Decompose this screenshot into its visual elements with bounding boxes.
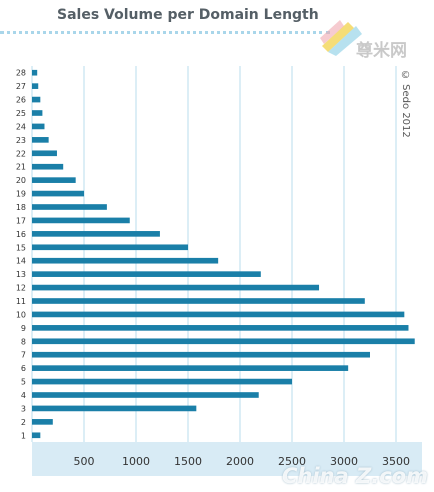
bar	[32, 69, 38, 76]
bar	[32, 365, 349, 371]
bar	[32, 137, 49, 143]
bar	[32, 163, 64, 170]
bar	[32, 83, 39, 89]
chinaz-watermark: China Z.com	[282, 464, 428, 488]
y-tick-label: 24	[16, 122, 26, 131]
y-tick-label: 17	[16, 216, 26, 225]
bar	[32, 419, 53, 425]
x-tick-label: 500	[74, 455, 95, 468]
bar	[32, 405, 197, 412]
y-tick-label: 5	[21, 378, 26, 387]
bar	[32, 177, 76, 183]
bar	[32, 378, 292, 385]
y-tick-label: 12	[16, 284, 26, 293]
bar	[32, 392, 259, 398]
y-tick-label: 28	[16, 69, 26, 78]
bar	[32, 204, 107, 210]
bar	[32, 325, 409, 331]
y-tick-label: 23	[16, 136, 26, 145]
bar	[32, 150, 57, 157]
bar	[32, 231, 160, 237]
bar	[32, 284, 320, 291]
y-tick-label: 10	[16, 310, 26, 319]
bar	[32, 311, 405, 318]
y-tick-label: 4	[21, 391, 26, 400]
chart-title: Sales Volume per Domain Length	[57, 7, 319, 23]
bar	[32, 244, 188, 251]
bar	[32, 123, 45, 130]
y-tick-label: 1	[21, 431, 26, 440]
zunmi-logo-text: 尊米网	[356, 41, 407, 61]
x-tick-label: 1500	[174, 455, 202, 468]
y-tick-label: 15	[16, 243, 26, 252]
zunmi-logo-icon	[320, 20, 362, 56]
bar	[32, 298, 365, 304]
y-tick-label: 9	[21, 324, 26, 333]
y-tick-label: 27	[16, 82, 26, 91]
y-tick-label: 8	[21, 337, 26, 346]
y-tick-label: 25	[16, 109, 26, 118]
y-tick-label: 18	[16, 203, 26, 212]
y-tick-label: 16	[16, 230, 26, 239]
bar	[32, 110, 43, 116]
y-tick-label: 14	[16, 257, 26, 266]
bar	[32, 190, 84, 197]
y-tick-label: 13	[16, 270, 26, 279]
y-tick-label: 22	[16, 149, 26, 158]
y-tick-label: 3	[21, 404, 26, 413]
x-tick-label: 3500	[382, 455, 410, 468]
bar	[32, 271, 261, 277]
copyright-text: © Sedo 2012	[400, 70, 411, 138]
bar	[32, 432, 41, 439]
y-tick-label: 20	[16, 176, 26, 185]
bar	[32, 257, 219, 264]
y-tick-label: 19	[16, 190, 26, 199]
title-divider	[0, 31, 330, 34]
y-tick-label: 7	[21, 351, 26, 360]
x-tick-label: 2500	[278, 455, 306, 468]
x-tick-label: 2000	[226, 455, 254, 468]
bar	[32, 351, 370, 358]
bar	[32, 338, 415, 345]
bar	[32, 217, 130, 224]
y-tick-label: 21	[16, 163, 26, 172]
x-tick-label: 3000	[330, 455, 358, 468]
x-tick-label: 1000	[122, 455, 150, 468]
bar	[32, 96, 41, 103]
y-tick-label: 6	[21, 364, 26, 373]
y-tick-label: 2	[21, 418, 26, 427]
x-axis-band	[32, 442, 422, 476]
y-tick-label: 26	[16, 96, 26, 105]
y-tick-label: 11	[16, 297, 26, 306]
